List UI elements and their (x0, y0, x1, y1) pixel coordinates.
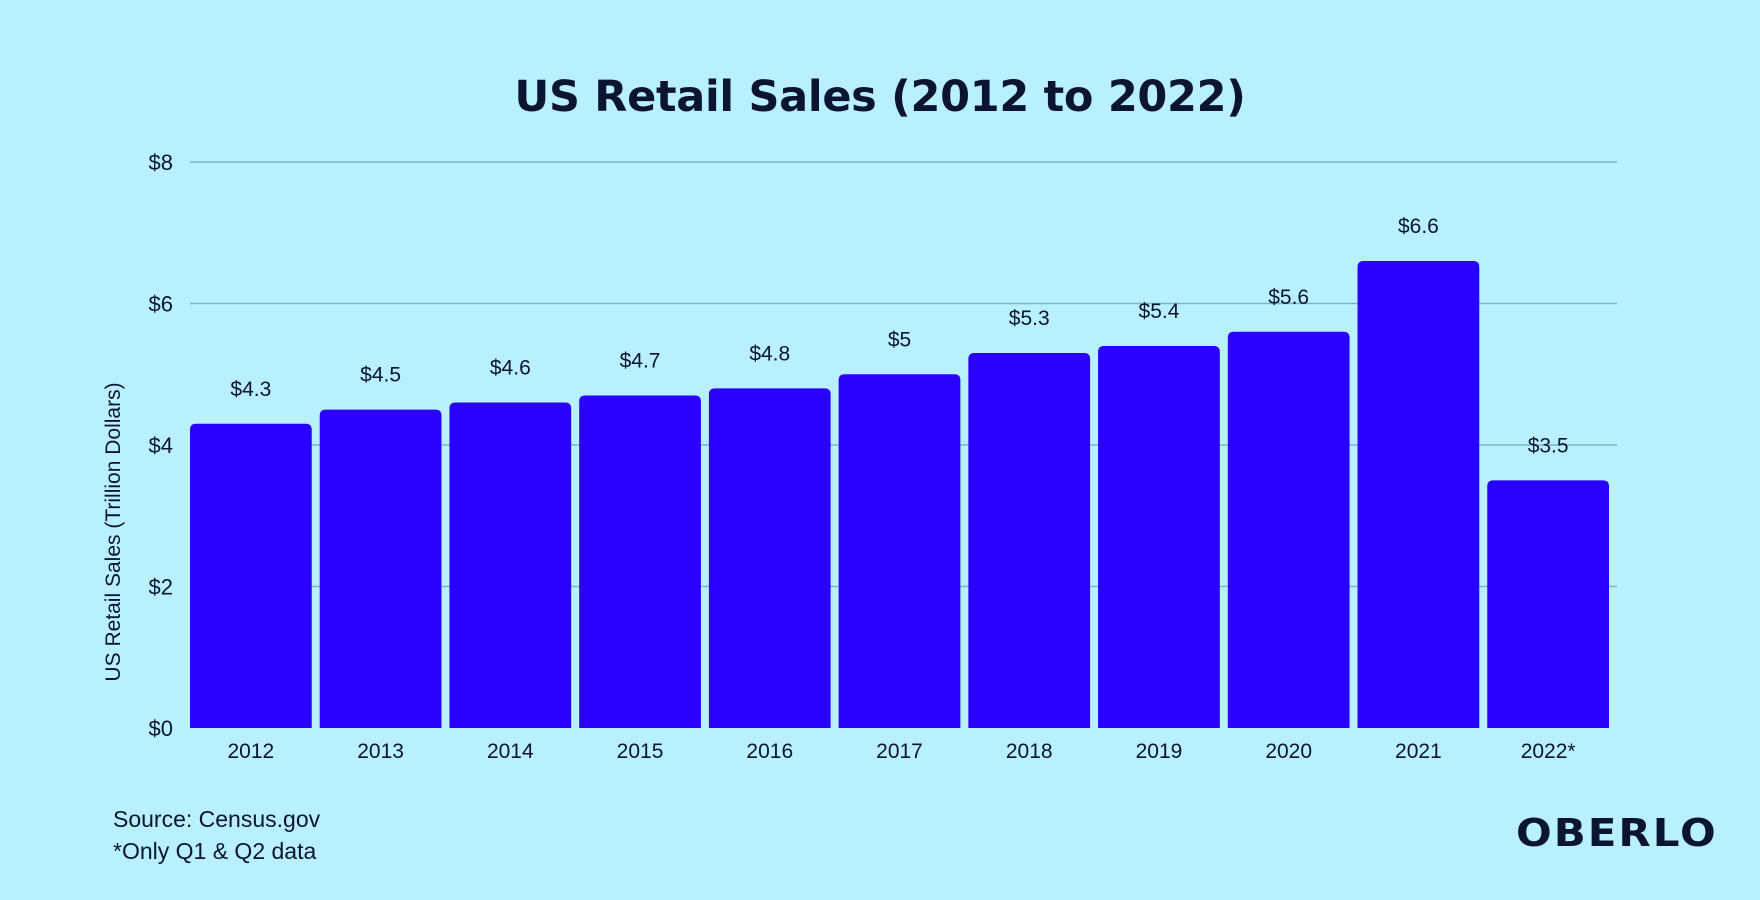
bar-2013 (319, 409, 442, 728)
y-axis-tick-labels: $0 $2 $4 $6 $8 (149, 150, 173, 741)
x-tick-label: 2015 (617, 740, 664, 763)
bar-2022* (1487, 480, 1609, 728)
source-note: Source: Census.gov (113, 806, 321, 832)
y-tick-label: $2 (149, 575, 173, 600)
y-tick-label: $0 (149, 716, 173, 741)
data-label: $5.6 (1268, 286, 1309, 309)
y-tick-label: $6 (149, 292, 173, 317)
bars (190, 261, 1609, 728)
bar-2017 (838, 374, 961, 728)
footnote: *Only Q1 & Q2 data (113, 838, 317, 864)
chart-title: US Retail Sales (2012 to 2022) (514, 72, 1246, 122)
data-label: $5 (888, 328, 911, 351)
data-label: $3.5 (1528, 434, 1569, 457)
bar-2021 (1357, 261, 1480, 728)
bar-2016 (708, 388, 831, 728)
data-label: $5.4 (1139, 300, 1180, 323)
data-label: $4.3 (230, 378, 271, 401)
y-tick-label: $8 (149, 150, 173, 175)
data-labels: $4.3 $4.5 $4.6 $4.7 $4.8 $5 $5.3 $5.4 $5.6 $6.6 $3… (230, 215, 1568, 457)
bar-2012 (190, 423, 312, 728)
data-label: $4.6 (490, 357, 531, 380)
x-tick-label: 2012 (228, 740, 275, 763)
y-axis-title: US Retail Sales (Trillion Dollars) (102, 382, 125, 681)
bar-2018 (968, 353, 1091, 728)
x-axis-tick-labels: 2012 2013 2014 2015 2016 2017 2018 2019 2020 2021… (228, 740, 1576, 763)
data-label: $5.3 (1009, 307, 1050, 330)
data-label: $6.6 (1398, 215, 1439, 238)
bar-2015 (579, 395, 701, 728)
data-label: $4.7 (620, 349, 661, 372)
bar-2019 (1098, 345, 1220, 728)
x-tick-label: 2018 (1006, 740, 1053, 763)
x-tick-label: 2021 (1395, 740, 1442, 763)
x-tick-label: 2016 (746, 740, 793, 763)
x-tick-label: 2017 (876, 740, 923, 763)
data-label: $4.8 (749, 342, 790, 365)
bar-2020 (1227, 331, 1350, 728)
x-tick-label: 2014 (487, 740, 534, 763)
x-tick-label: 2019 (1136, 740, 1183, 763)
bar-2014 (449, 402, 572, 728)
oberlo-logo: OBERLO (1516, 810, 1718, 856)
x-tick-label: 2013 (357, 740, 404, 763)
x-tick-label: 2022* (1521, 740, 1576, 763)
x-tick-label: 2020 (1265, 740, 1312, 763)
data-label: $4.5 (360, 364, 401, 387)
y-tick-label: $4 (149, 433, 173, 458)
